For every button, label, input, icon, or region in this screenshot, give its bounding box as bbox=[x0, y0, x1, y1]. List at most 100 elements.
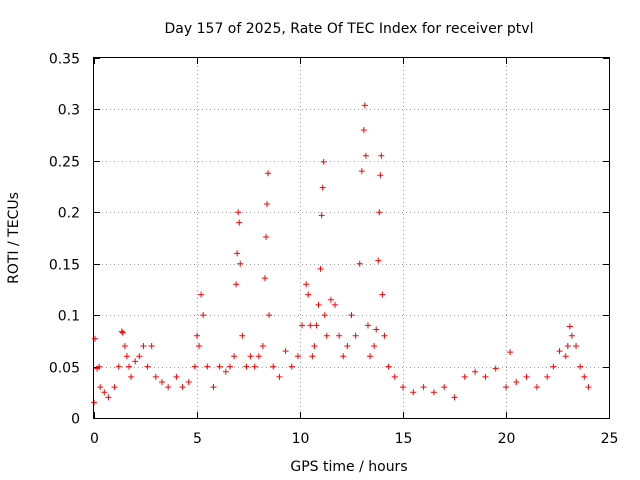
data-point bbox=[255, 353, 262, 360]
data-point bbox=[305, 291, 312, 298]
data-point bbox=[564, 343, 571, 349]
y-tick-label: 0.05 bbox=[49, 361, 80, 377]
data-point bbox=[270, 363, 277, 370]
data-point bbox=[581, 373, 588, 380]
data-point bbox=[318, 212, 325, 219]
data-point bbox=[144, 363, 151, 370]
data-point bbox=[200, 312, 207, 319]
data-point bbox=[379, 291, 386, 298]
data-point bbox=[523, 373, 530, 380]
data-point bbox=[115, 363, 122, 370]
data-point bbox=[126, 363, 133, 370]
data-point bbox=[237, 260, 244, 267]
data-point bbox=[482, 373, 489, 380]
data-point bbox=[367, 353, 374, 360]
data-point bbox=[263, 233, 270, 240]
data-point bbox=[378, 152, 385, 159]
data-point bbox=[320, 158, 327, 165]
data-point bbox=[568, 332, 575, 339]
y-tick-label: 0.2 bbox=[58, 206, 80, 222]
data-point bbox=[562, 353, 569, 360]
tick-layer bbox=[94, 58, 610, 419]
data-point bbox=[577, 363, 584, 370]
data-point bbox=[573, 343, 580, 349]
data-point bbox=[247, 353, 254, 360]
data-point bbox=[194, 332, 200, 339]
data-point bbox=[222, 368, 229, 375]
data-point bbox=[544, 373, 551, 380]
data-point bbox=[556, 348, 563, 355]
y-tick-label: 0.15 bbox=[49, 258, 80, 274]
data-point bbox=[251, 363, 258, 370]
data-point bbox=[226, 363, 233, 370]
y-tick-label: 0.35 bbox=[49, 52, 80, 68]
data-point bbox=[265, 170, 272, 177]
data-point bbox=[356, 260, 363, 267]
data-point bbox=[140, 343, 147, 349]
x-tick-label: 5 bbox=[193, 431, 202, 447]
data-point bbox=[92, 335, 99, 342]
data-point bbox=[472, 368, 479, 375]
data-point bbox=[231, 353, 238, 360]
x-tick-label: 25 bbox=[601, 431, 619, 447]
data-point bbox=[216, 363, 223, 370]
data-point bbox=[410, 389, 417, 396]
data-point bbox=[121, 343, 128, 349]
data-point bbox=[128, 373, 135, 380]
data-point bbox=[307, 322, 314, 329]
data-point bbox=[364, 322, 371, 329]
data-point bbox=[420, 384, 427, 391]
data-point bbox=[327, 296, 334, 303]
data-point bbox=[261, 275, 268, 282]
data-point bbox=[319, 184, 326, 191]
y-tick-label: 0.25 bbox=[49, 155, 80, 171]
data-point bbox=[332, 301, 339, 308]
data-point bbox=[264, 201, 271, 208]
data-point bbox=[259, 343, 266, 349]
data-point bbox=[179, 384, 186, 391]
data-point bbox=[352, 332, 359, 339]
data-point bbox=[358, 168, 365, 175]
data-point bbox=[360, 127, 367, 133]
x-tick-label: 15 bbox=[395, 431, 413, 447]
y-axis-label: ROTI / TECUs bbox=[6, 192, 22, 284]
data-point bbox=[235, 209, 242, 216]
x-axis-label: GPS time / hours bbox=[290, 459, 407, 475]
data-point bbox=[381, 332, 388, 339]
data-point bbox=[373, 326, 380, 333]
data-point bbox=[101, 389, 108, 396]
data-point bbox=[375, 257, 382, 264]
data-point bbox=[503, 384, 509, 391]
data-point bbox=[299, 322, 306, 329]
data-point bbox=[210, 384, 217, 391]
data-point bbox=[282, 348, 289, 355]
data-point bbox=[191, 363, 198, 370]
data-point bbox=[340, 353, 347, 360]
data-point bbox=[236, 219, 243, 226]
data-point bbox=[323, 332, 330, 339]
data-point bbox=[309, 353, 316, 360]
x-tick-label: 10 bbox=[292, 431, 310, 447]
data-point bbox=[385, 363, 392, 370]
data-point bbox=[441, 384, 448, 391]
data-point bbox=[513, 379, 520, 385]
data-point bbox=[315, 301, 322, 308]
data-point bbox=[132, 358, 139, 365]
y-tick-labels: 0 0.05 0.1 0.15 0.2 0.25 0.3 0.35 bbox=[49, 52, 80, 428]
data-point bbox=[321, 312, 328, 319]
data-point bbox=[336, 332, 343, 339]
data-point bbox=[196, 343, 203, 349]
plot-frame bbox=[93, 57, 610, 419]
data-point bbox=[533, 384, 540, 391]
data-point bbox=[97, 384, 104, 391]
data-point bbox=[566, 323, 573, 330]
data-point bbox=[507, 349, 514, 356]
y-tick-label: 0 bbox=[71, 412, 80, 428]
data-point bbox=[105, 394, 112, 401]
data-point bbox=[400, 384, 406, 391]
data-point bbox=[152, 373, 159, 380]
data-point bbox=[362, 152, 369, 159]
data-point bbox=[585, 384, 592, 391]
data-point bbox=[451, 394, 458, 401]
data-point bbox=[294, 353, 301, 360]
